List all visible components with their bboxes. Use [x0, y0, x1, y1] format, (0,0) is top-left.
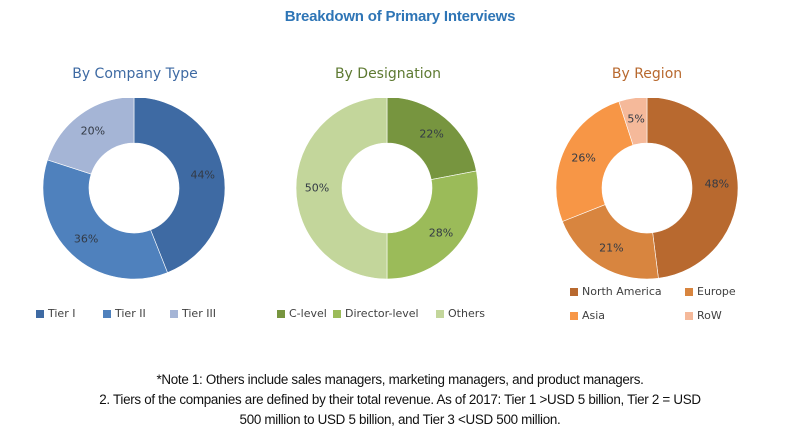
designation-title: By Designation	[334, 66, 442, 82]
legend-item-tier-iii: Tier III	[170, 307, 216, 320]
main-title: Breakdown of Primary Interviews	[284, 8, 516, 25]
slice-row	[618, 98, 648, 146]
legend-label: C-level	[289, 307, 327, 320]
slice-value-label: 5%	[627, 112, 645, 126]
legend-label: North America	[582, 285, 662, 298]
legend-item-tier-ii: Tier II	[103, 307, 146, 320]
designation-panel: By Designation 22% 28% 50% C-level Director…	[253, 60, 523, 350]
slice-value-label: 26%	[571, 151, 596, 165]
legend-item-row: RoW	[685, 309, 722, 322]
slice-director-level	[386, 170, 479, 280]
region-title: By Region	[611, 66, 683, 82]
slice-tier-iii	[47, 98, 135, 175]
legend-swatch-icon	[333, 309, 341, 318]
legend-item-others: Others	[436, 307, 485, 320]
slice-value-label: 44%	[190, 168, 215, 182]
legend-swatch-icon	[685, 311, 693, 320]
legend-swatch-icon	[436, 309, 444, 318]
slice-value-label: 20%	[80, 124, 106, 138]
legend-label: Director-level	[345, 307, 419, 320]
legend-label: Tier I	[48, 307, 76, 320]
legend-label: Tier II	[115, 307, 146, 320]
region-donut	[555, 98, 739, 280]
slice-asia	[555, 101, 634, 222]
legend-label: RoW	[697, 309, 722, 322]
legend-item-north-america: North America	[570, 285, 662, 298]
legend-swatch-icon	[570, 287, 578, 296]
slice-tier-ii	[42, 159, 168, 280]
slice-europe	[562, 204, 659, 280]
company-type-panel: By Company Type 44% 36% 20% Tier I Tier II T…	[0, 60, 270, 350]
footnotes: *Note 1: Others include sales managers, …	[0, 370, 800, 430]
slice-value-label: 28%	[428, 226, 454, 240]
legend-item-europe: Europe	[685, 285, 736, 298]
slice-value-label: 48%	[704, 177, 730, 191]
legend-swatch-icon	[36, 309, 44, 318]
legend-swatch-icon	[277, 309, 285, 318]
slice-value-label: 50%	[304, 181, 330, 195]
designation-donut	[295, 98, 479, 280]
legend-swatch-icon	[570, 311, 578, 320]
slice-tier-i	[133, 98, 226, 273]
slice-value-label: 21%	[599, 241, 624, 255]
company-type-title: By Company Type	[72, 66, 198, 82]
legend-label: Tier III	[182, 307, 216, 320]
company-type-donut	[42, 98, 226, 280]
legend-item-director-level: Director-level	[333, 307, 419, 320]
legend-swatch-icon	[685, 287, 693, 296]
slice-value-label: 36%	[73, 232, 99, 246]
legend-swatch-icon	[103, 309, 111, 318]
slice-value-label: 22%	[419, 127, 444, 141]
legend-swatch-icon	[170, 309, 178, 318]
legend-label: Europe	[697, 285, 736, 298]
footnote-1: *Note 1: Others include sales managers, …	[156, 372, 644, 387]
legend-label: Others	[448, 307, 485, 320]
region-panel: By Region 48% 21% 26% 5% North America Europ…	[512, 60, 782, 350]
legend-label: Asia	[582, 309, 606, 322]
legend-item-c-level: C-level	[277, 307, 327, 320]
legend-item-asia: Asia	[570, 309, 605, 322]
slice-north-america	[646, 98, 739, 279]
legend-item-tier-i: Tier I	[36, 307, 75, 320]
footnote-3: 500 million to USD 5 billion, and Tier 3…	[239, 412, 561, 427]
footnote-2: 2. Tiers of the companies are defined by…	[99, 392, 701, 407]
slice-others	[295, 98, 388, 280]
